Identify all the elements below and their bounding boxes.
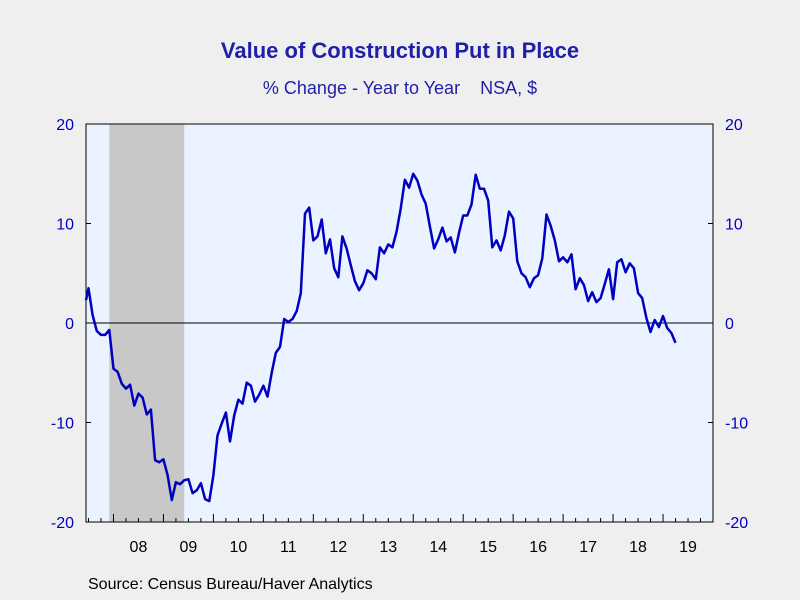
y-tick-label-left: 20 <box>56 117 74 134</box>
x-axis: 08 09 10 11 12 13 14 15 16 17 18 19 <box>87 514 702 556</box>
y-tick-label-right: 10 <box>725 217 743 234</box>
x-tick-label: 18 <box>629 539 647 556</box>
x-tick-label: 19 <box>679 539 697 556</box>
x-tick-label: 10 <box>229 539 247 556</box>
y-tick-label-left: -10 <box>51 416 74 433</box>
x-tick-label: 16 <box>529 539 547 556</box>
source-note: Source: Census Bureau/Haver Analytics <box>88 576 373 593</box>
chart-subtitle: % Change - Year to Year NSA, $ <box>262 78 538 98</box>
y-tick-label-right: -10 <box>725 416 748 433</box>
y-tick-label-right: -20 <box>725 515 748 532</box>
y-axis-right: -20 -10 0 10 20 <box>708 117 748 532</box>
x-tick-label: 13 <box>379 539 397 556</box>
y-tick-label-left: 10 <box>56 217 74 234</box>
y-tick-label-left: 0 <box>65 316 74 333</box>
x-tick-label: 09 <box>180 539 198 556</box>
x-tick-label: 17 <box>579 539 597 556</box>
y-tick-label-right: 20 <box>725 117 743 134</box>
x-tick-label: 08 <box>130 539 148 556</box>
x-tick-label: 15 <box>479 539 497 556</box>
y-tick-label-left: -20 <box>51 515 74 532</box>
series-points <box>85 173 676 502</box>
y-tick-label-right: 0 <box>725 316 734 333</box>
chart-title: Value of Construction Put in Place <box>220 38 580 63</box>
x-tick-label: 11 <box>280 539 297 556</box>
y-axis-left: -20 -10 0 10 20 <box>51 117 91 532</box>
x-tick-label: 14 <box>429 539 447 556</box>
x-tick-label: 12 <box>329 539 347 556</box>
